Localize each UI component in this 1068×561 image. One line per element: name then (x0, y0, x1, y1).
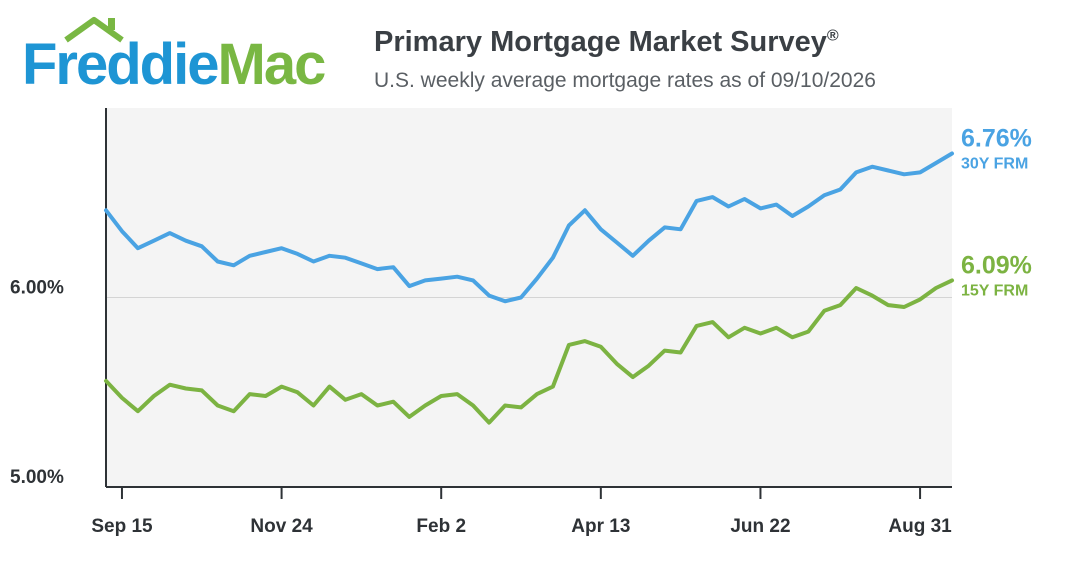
series-15y-line (104, 278, 954, 425)
x-tick-label: Apr 13 (571, 516, 630, 537)
series-30y-line (104, 151, 954, 304)
x-tick-label: Jun 22 (730, 516, 790, 537)
series-30y-label: 30Y FRM (961, 155, 1028, 172)
x-tick-label: Feb 2 (416, 516, 466, 537)
y-tick-label: 6.00% (10, 278, 64, 299)
registered-mark: ® (826, 27, 839, 45)
x-tick-label: Nov 24 (250, 516, 313, 537)
title-text: Primary Mortgage Market Survey (374, 26, 827, 58)
series-30y-end-value: 6.76% (961, 124, 1032, 152)
chart-title: Primary Mortgage Market Survey® (374, 26, 839, 59)
logo-wordmark: FreddieMac (22, 36, 326, 94)
x-tick-label: Aug 31 (888, 516, 952, 537)
y-tick-label: 5.00% (10, 467, 64, 488)
chart-subtitle: U.S. weekly average mortgage rates as of… (374, 69, 876, 92)
house-roof-icon (64, 17, 124, 43)
series-15y-label: 15Y FRM (961, 282, 1028, 299)
logo-mac: Mac (217, 32, 327, 97)
series-15y-end-value: 6.09% (961, 251, 1032, 279)
logo-freddie: Freddie (22, 32, 219, 97)
freddie-mac-logo: FreddieMac (22, 14, 342, 100)
x-tick-label: Sep 15 (91, 516, 153, 537)
